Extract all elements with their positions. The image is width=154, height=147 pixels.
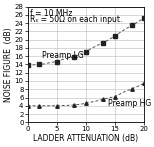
X-axis label: LADDER ATTENUATION (dB): LADDER ATTENUATION (dB) xyxy=(33,134,138,143)
Text: f = 10 MHz: f = 10 MHz xyxy=(30,9,72,18)
Text: Preamp HG: Preamp HG xyxy=(108,99,151,108)
Text: Rₛ = 50Ω on each input.: Rₛ = 50Ω on each input. xyxy=(30,15,122,24)
Text: Preamp LG: Preamp LG xyxy=(42,51,84,60)
Y-axis label: NOISE FIGURE  (dB): NOISE FIGURE (dB) xyxy=(4,27,13,102)
